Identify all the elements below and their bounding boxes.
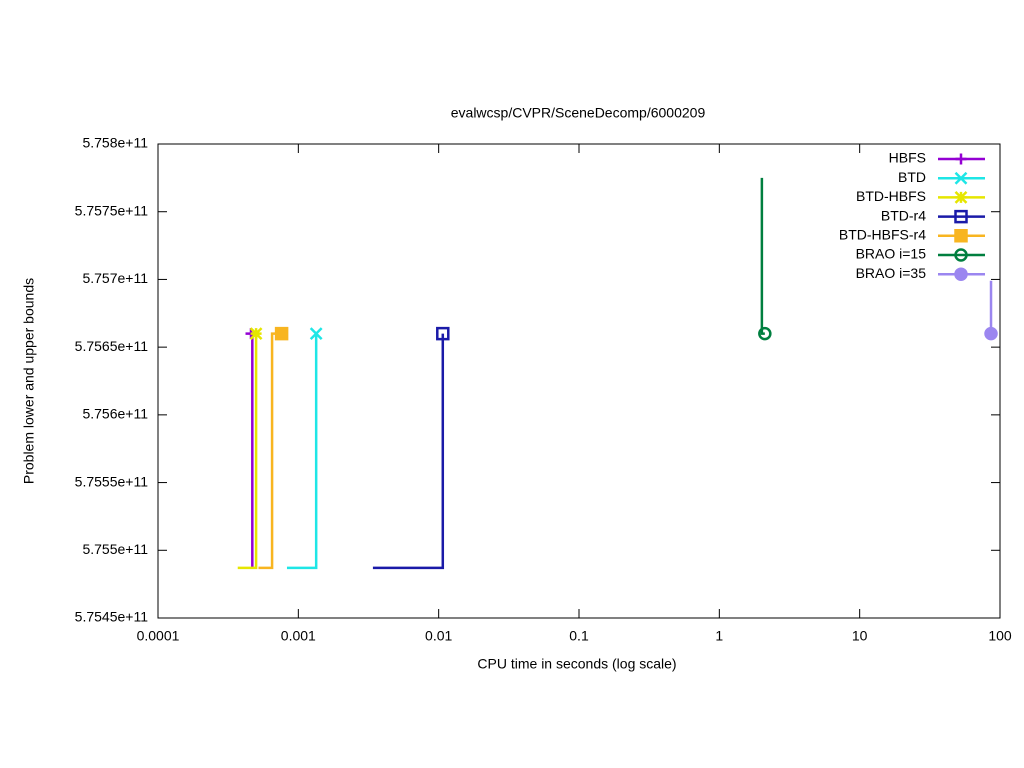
y-tick-label: 5.7555e+11 — [75, 473, 149, 489]
marker — [984, 326, 998, 341]
marker — [309, 327, 323, 340]
y-tick-label: 5.7565e+11 — [75, 338, 149, 354]
legend-marker — [954, 229, 968, 243]
plot-border — [157, 143, 1001, 619]
legend-marker — [954, 267, 968, 281]
x-tick-label: 10 — [852, 628, 868, 644]
legend-marker — [954, 248, 968, 262]
y-tick-label: 5.756e+11 — [82, 406, 148, 422]
y-tick-label: 5.7575e+11 — [75, 202, 149, 218]
legend-label: HBFS — [889, 150, 926, 166]
marker — [274, 326, 289, 341]
x-tick-label: 0.001 — [281, 628, 316, 644]
legend-label: BTD-r4 — [881, 207, 926, 223]
legend-label: BTD — [898, 169, 926, 185]
y-axis-label: Problem lower and upper bounds — [21, 278, 37, 484]
marker — [249, 327, 263, 340]
x-tick-label: 0.0001 — [137, 628, 180, 644]
x-tick-label: 0.1 — [569, 628, 589, 644]
y-tick-label: 5.755e+11 — [82, 541, 148, 557]
legend-label: BRAO i=15 — [856, 246, 927, 262]
marker — [758, 326, 772, 341]
legend-marker — [954, 171, 968, 185]
x-tick-label: 1 — [715, 628, 723, 644]
x-tick-label: 100 — [988, 628, 1012, 644]
y-tick-label: 5.7545e+11 — [75, 609, 149, 625]
legend-label: BTD-HBFS — [856, 188, 926, 204]
y-tick-label: 5.758e+11 — [82, 135, 148, 151]
series-line — [372, 333, 445, 570]
x-tick-label: 0.01 — [425, 628, 452, 644]
legend-label: BRAO i=35 — [856, 265, 927, 281]
marker — [436, 326, 450, 341]
legend-marker — [954, 191, 968, 204]
legend-marker — [954, 209, 968, 224]
chart-title: evalwcsp/CVPR/SceneDecomp/6000209 — [451, 105, 706, 121]
series-line — [251, 332, 254, 568]
series-line — [286, 333, 318, 570]
x-axis-label: CPU time in seconds (log scale) — [477, 656, 676, 672]
series-line — [237, 333, 258, 570]
legend-label: BTD-HBFS-r4 — [839, 227, 926, 243]
series-line — [760, 177, 765, 335]
y-tick-label: 5.757e+11 — [82, 270, 148, 286]
series-line — [258, 332, 282, 570]
legend-marker — [955, 153, 967, 165]
